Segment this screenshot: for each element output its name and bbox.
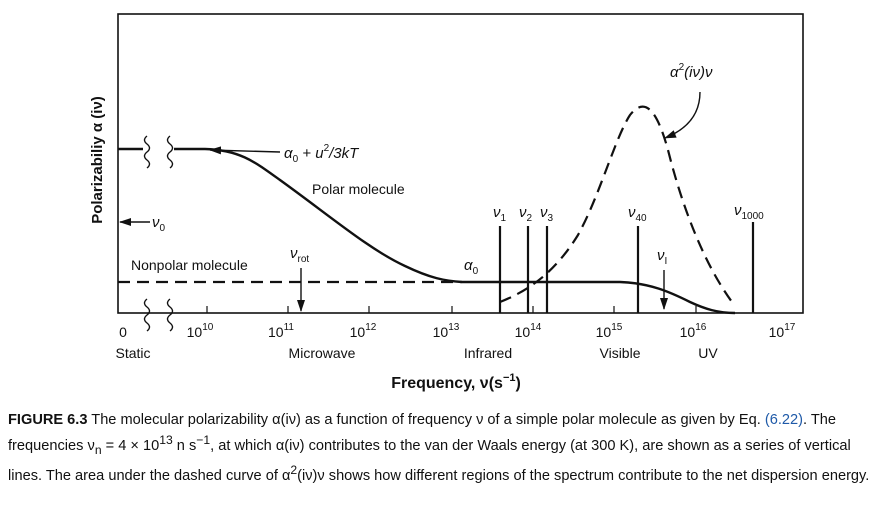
- frequency-lines: [498, 222, 755, 313]
- alpha-squared-curve-label: α2(iν)ν: [670, 62, 713, 81]
- alpha-squared-curve-arrow: [664, 91, 701, 139]
- polarizability-figure: Polarizabiliy α (iν) 0 1010 1011 1012 10…: [89, 13, 804, 392]
- figure-caption: FIGURE 6.3 The molecular polarizability …: [8, 410, 888, 486]
- caption-text: (iν)ν shows how different regions of the…: [297, 467, 870, 484]
- polar-molecule-label: Polar molecule: [312, 181, 405, 197]
- alpha0-eq-arrow: [209, 146, 281, 155]
- equation-reference-link[interactable]: (6.22): [764, 412, 803, 428]
- nu-i-label: νI: [657, 247, 667, 267]
- tick-label: 1012: [350, 322, 377, 340]
- x-tick-marks: [206, 306, 697, 313]
- region-visible: Visible: [600, 345, 641, 361]
- region-infrared: Infrared: [464, 345, 512, 361]
- y-axis-label: Polarizabiliy α (iν): [89, 96, 106, 224]
- caption-text: = 4 × 10: [101, 437, 160, 454]
- caption-superscript: 2: [290, 462, 298, 477]
- vline-label-nu1000: ν1000: [734, 202, 764, 222]
- axis-break-marks: [143, 135, 174, 332]
- nonpolar-molecule-label: Nonpolar molecule: [131, 257, 248, 273]
- vline-label-nu2: ν2: [519, 204, 533, 224]
- tick-label: 1011: [268, 322, 294, 340]
- tick-label: 1010: [187, 322, 214, 340]
- caption-text: The molecular polarizability α(iν) as a …: [87, 412, 765, 428]
- caption-subscript: n: [94, 442, 102, 457]
- tick-label: 0: [119, 324, 127, 340]
- tick-label: 1017: [769, 322, 796, 340]
- plot-frame: [117, 13, 804, 314]
- caption-text: . The frequencies ν: [8, 412, 836, 454]
- region-static: Static: [115, 345, 150, 361]
- x-tick-labels: 0 1010 1011 1012 1013 1014 1015 1016 101…: [119, 322, 796, 340]
- alpha0-label: α0: [464, 257, 479, 277]
- tick-label: 1014: [515, 322, 542, 340]
- nu0-label: ν0: [152, 214, 166, 234]
- caption-superscript: 13: [159, 433, 173, 447]
- region-uv: UV: [698, 345, 718, 361]
- caption-superscript: −1: [196, 433, 211, 447]
- alpha0-eq-label: α0 + u2/3kT: [284, 143, 360, 165]
- frequency-line-labels: ν1 ν2 ν3 ν40 ν1000: [493, 202, 764, 224]
- caption-figure-label: FIGURE 6.3: [8, 412, 88, 428]
- nu-rot-label: νrot: [290, 245, 309, 265]
- tick-label: 1016: [680, 322, 707, 340]
- x-axis-label: Frequency, ν(s−1): [391, 372, 521, 392]
- region-microwave: Microwave: [289, 345, 356, 361]
- vline-label-nu1: ν1: [493, 204, 507, 224]
- tick-label: 1013: [433, 322, 460, 340]
- caption-text: , at which α(iν) contributes to the van …: [8, 437, 851, 484]
- tick-label: 1015: [596, 322, 623, 340]
- caption-text: n s: [172, 437, 197, 454]
- vline-label-nu3: ν3: [540, 204, 554, 224]
- alpha-squared-nu-curve: [499, 105, 733, 304]
- region-labels: Static Microwave Infrared Visible UV: [115, 345, 718, 361]
- polar-polarizability-curve: [118, 147, 736, 315]
- vline-label-nu40: ν40: [628, 204, 647, 224]
